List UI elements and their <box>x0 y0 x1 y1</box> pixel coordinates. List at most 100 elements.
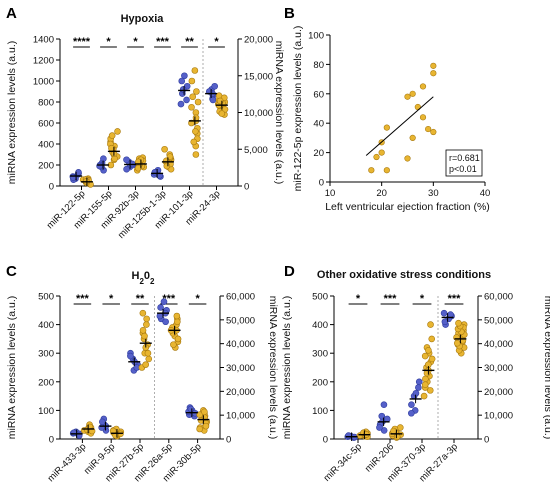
treated-point <box>189 93 197 101</box>
y-right-tick-label: 40,000 <box>484 339 513 350</box>
y-right-tick-label: 10,000 <box>244 108 273 119</box>
control-point <box>181 72 188 80</box>
treated-point <box>428 335 436 343</box>
y-axis-label: miRNA expression levels (a.u.) <box>6 296 18 440</box>
control-point <box>177 100 185 108</box>
control-point <box>160 298 168 306</box>
treated-point <box>141 332 148 340</box>
data-point <box>383 167 390 174</box>
significance-marker: *** <box>156 36 170 48</box>
data-point <box>425 125 432 133</box>
treated-point <box>109 427 117 435</box>
treated-point <box>188 103 195 111</box>
control-point <box>179 86 187 93</box>
control-point <box>345 432 352 439</box>
x-tick-label: 10 <box>325 188 336 199</box>
treated-point <box>196 425 203 433</box>
y-tick-label: 100 <box>312 406 328 417</box>
y-tick-label: 0 <box>49 182 54 193</box>
treated-point <box>425 347 432 354</box>
panel-c-title-sub2: 2 <box>150 277 155 286</box>
treated-point <box>420 392 428 400</box>
y-tick-label: 0 <box>323 435 328 446</box>
y-tick-label: 500 <box>312 292 328 303</box>
panel-c-chart: 0 100 200 300 400 500 0 10,000 20,000 30,000 40,00… <box>6 292 279 485</box>
significance-marker: * <box>214 36 219 48</box>
y-right-tick-label: 30,000 <box>484 363 513 374</box>
y-tick-label: 60 <box>313 89 324 100</box>
y-tick-label: 0 <box>319 178 324 189</box>
control-point <box>211 82 218 90</box>
treated-point <box>143 315 150 323</box>
control-point <box>376 424 383 431</box>
panel-d-chart: 0 100 200 300 400 500 0 10,000 20,000 30,000 40,00… <box>281 292 550 485</box>
y-axis-label: miRNA expression levels (a.u.) <box>281 296 293 440</box>
data-point <box>430 62 437 69</box>
significance-marker: * <box>195 293 200 305</box>
control-point <box>408 409 415 417</box>
data-point <box>409 134 416 141</box>
y-tick-label: 300 <box>38 349 54 360</box>
y-tick-label: 100 <box>38 406 54 417</box>
control-point <box>127 352 134 360</box>
data-point <box>404 93 411 100</box>
control-point <box>70 429 78 437</box>
y-right-tick-label: 60,000 <box>484 292 513 303</box>
y-right-tick-label: 40,000 <box>226 339 255 350</box>
y-tick-label: 0 <box>49 435 54 446</box>
data-point <box>409 90 416 97</box>
y-tick-label: 400 <box>38 320 54 331</box>
control-point <box>415 384 422 391</box>
treated-point <box>427 321 434 328</box>
treated-point <box>421 381 429 388</box>
treated-point <box>201 408 208 416</box>
control-point <box>156 312 164 320</box>
y-tick-label: 200 <box>312 377 328 388</box>
y-right-tick-label: 50,000 <box>226 315 255 326</box>
y-axis-label: miR-122-5p expression levels (a.u.) <box>292 26 304 192</box>
y-tick-label: 80 <box>313 60 324 71</box>
significance-marker: *** <box>76 293 90 305</box>
treated-point <box>134 164 142 172</box>
panel-letter-a: A <box>6 5 17 22</box>
stats-p: p<0.01 <box>449 164 477 174</box>
treated-point <box>393 433 401 441</box>
significance-marker: * <box>133 36 138 48</box>
significance-marker: **** <box>73 36 91 48</box>
panel-letter-d: D <box>284 263 295 280</box>
treated-point <box>422 375 429 383</box>
control-point <box>380 401 388 408</box>
treated-point <box>144 349 152 357</box>
data-point <box>373 153 380 161</box>
y-right-tick-label: 5,000 <box>244 145 268 156</box>
y-tick-label: 1200 <box>33 56 54 67</box>
treated-point <box>396 424 404 431</box>
y-tick-label: 200 <box>38 161 54 172</box>
y-right-tick-label: 50,000 <box>484 315 513 326</box>
treated-point <box>454 339 461 347</box>
data-point <box>404 155 411 162</box>
panel-c-title: H202 <box>132 270 156 286</box>
treated-point <box>163 162 171 170</box>
x-tick-label: miR-34c-5p <box>322 441 365 484</box>
treated-point <box>108 132 116 139</box>
treated-point <box>193 88 200 95</box>
y-right-tick-label: 20,000 <box>484 387 513 398</box>
control-point <box>178 77 186 85</box>
significance-marker: * <box>109 293 114 305</box>
treated-point <box>139 309 147 317</box>
y-right-tick-label: 10,000 <box>226 411 255 422</box>
treated-point <box>142 361 149 368</box>
significance-marker: *** <box>448 293 462 305</box>
treated-point <box>166 153 174 160</box>
data-point <box>419 114 427 121</box>
panel-c-title-o: 0 <box>144 270 150 282</box>
y-tick-label: 600 <box>38 119 54 130</box>
y-right-tick-label: 60,000 <box>226 292 255 303</box>
significance-marker: ** <box>136 293 145 305</box>
treated-point <box>191 67 199 74</box>
panel-letter-c: C <box>6 263 17 280</box>
stats-box <box>445 149 483 177</box>
regression-line <box>365 96 434 156</box>
